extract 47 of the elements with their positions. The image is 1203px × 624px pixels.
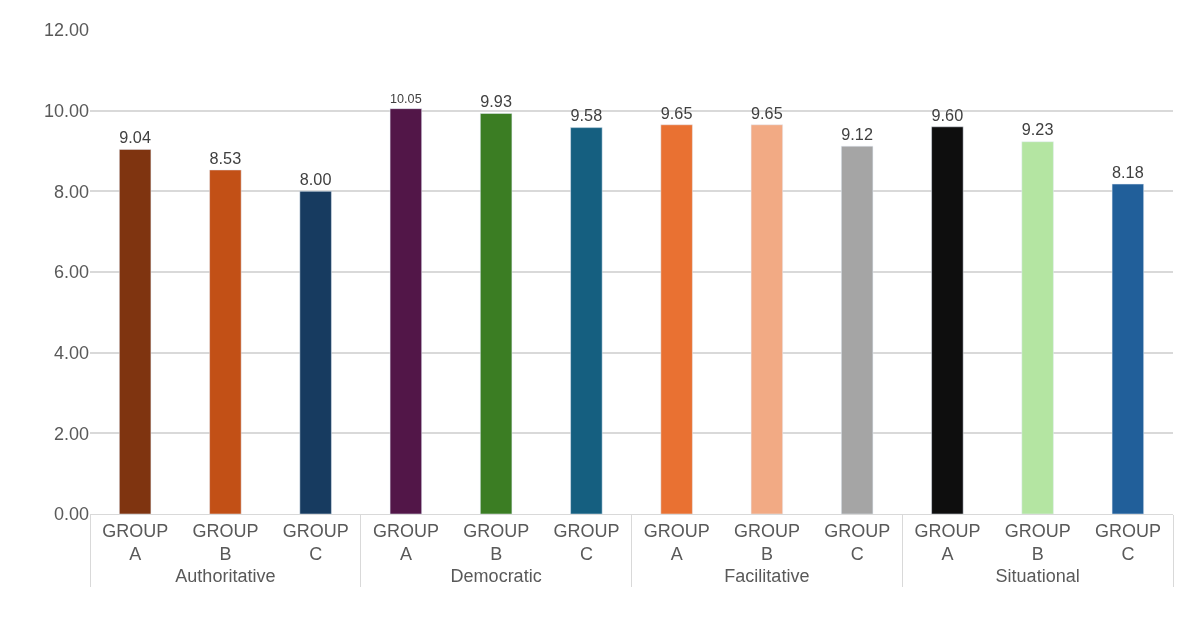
data-label: 8.53 (209, 148, 242, 167)
data-label: 9.12 (841, 124, 873, 143)
x-tick-label: GROUP A (372, 520, 439, 564)
x-tick-label: GROUP B (1004, 520, 1071, 564)
text: Situational (995, 566, 1080, 586)
text: Democratic (450, 566, 542, 586)
y-tick-label: 6.00 (53, 262, 89, 283)
data-label: 9.65 (660, 103, 693, 122)
data-label: 9.58 (570, 106, 603, 125)
bar (570, 127, 603, 514)
bar (841, 145, 874, 514)
data-label: 8.18 (1112, 162, 1144, 181)
bar (389, 108, 422, 514)
y-tick-label: 0.00 (53, 504, 89, 525)
y-tick-label: 12.00 (43, 20, 89, 41)
bar (1111, 183, 1144, 514)
x-tick-label: GROUP B (463, 520, 530, 564)
bar (209, 169, 242, 514)
x-tick-label: GROUP C (282, 520, 349, 564)
data-label: 8.00 (299, 170, 332, 189)
y-tick-label: 8.00 (53, 181, 89, 202)
bar (119, 149, 152, 514)
data-label: 9.04 (119, 128, 151, 147)
x-tick-label: GROUP A (643, 520, 710, 564)
bar (750, 124, 783, 514)
bar (480, 113, 513, 514)
bar (1021, 141, 1054, 514)
bar (299, 191, 332, 514)
x-tick-label: GROUP A (914, 520, 981, 564)
bar (660, 124, 693, 514)
y-tick-label: 10.00 (43, 100, 89, 121)
data-label: 9.60 (931, 105, 964, 124)
data-label: 10.05 (390, 92, 422, 107)
x-tick-label: GROUP C (1094, 520, 1161, 564)
data-label: 9.65 (751, 103, 783, 122)
bar (931, 126, 964, 514)
x-tick-label: GROUP B (733, 520, 800, 564)
text: Facilitative (724, 566, 810, 586)
x-tick-label: GROUP C (553, 520, 620, 564)
x-tick-label: GROUP B (192, 520, 259, 564)
data-label: 9.93 (480, 92, 512, 111)
y-tick-label: 2.00 (53, 423, 89, 444)
data-label: 9.23 (1021, 120, 1054, 139)
x-tick-label: GROUP A (102, 520, 169, 564)
x-tick-label: GROUP C (824, 520, 891, 564)
text: Authoritative (175, 566, 276, 586)
y-tick-label: 4.00 (53, 342, 89, 363)
